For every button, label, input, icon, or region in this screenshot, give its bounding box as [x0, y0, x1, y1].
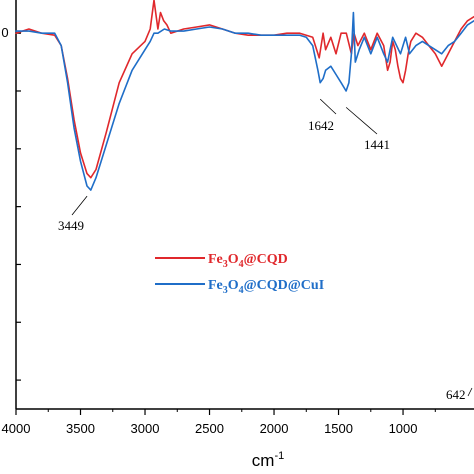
x-tick-label: 2500	[195, 421, 224, 436]
x-tick-label: 1500	[324, 421, 353, 436]
annotation-leader-1642	[319, 98, 337, 115]
series-line-fe3o4-cqd-cui	[15, 11, 474, 191]
y-tick-label: 0	[1, 25, 8, 40]
annotation-642: 642	[446, 387, 466, 402]
annotation-3449: 3449	[58, 218, 84, 233]
x-axis-label: cm-1	[252, 450, 284, 470]
annotations: 3449 1642 1441 642	[58, 118, 466, 402]
legend-label-fe3o4-cqd: Fe3O4@CQD	[208, 252, 288, 270]
legend-label-fe3o4-cqd-cui: Fe3O4@CQD@CuI	[208, 278, 324, 296]
annotation-leader-642	[467, 387, 473, 397]
x-tick-label: 3500	[66, 421, 95, 436]
plot-area: 4000 3500 3000 2500 2000 1500 1000	[2, 0, 474, 436]
annotation-leader-1441	[345, 107, 378, 135]
annotation-1642: 1642	[308, 118, 334, 133]
chart-marks	[15, 0, 474, 397]
x-tick-label: 3000	[131, 421, 160, 436]
series-line-fe3o4-cqd	[15, 0, 474, 179]
annotation-leader-3449	[71, 195, 88, 216]
x-tick-label: 2000	[260, 421, 289, 436]
legend: Fe3O4@CQD Fe3O4@CQD@CuI	[155, 252, 324, 296]
x-tick-label: 4000	[2, 421, 31, 436]
annotation-1441: 1441	[364, 137, 390, 152]
x-tick-label: 1000	[389, 421, 418, 436]
